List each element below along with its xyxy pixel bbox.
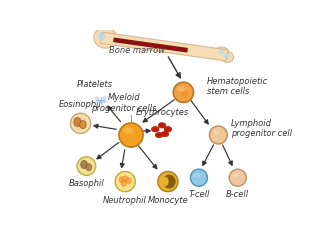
Ellipse shape	[215, 47, 229, 59]
Ellipse shape	[161, 131, 169, 137]
Text: Myeloid
progenitor cells: Myeloid progenitor cells	[92, 93, 157, 113]
Circle shape	[128, 184, 130, 186]
Ellipse shape	[119, 177, 124, 182]
Circle shape	[84, 118, 86, 121]
Circle shape	[124, 185, 126, 187]
Ellipse shape	[158, 123, 166, 128]
Ellipse shape	[218, 50, 224, 55]
Ellipse shape	[213, 130, 220, 134]
Ellipse shape	[232, 173, 239, 177]
Ellipse shape	[121, 181, 126, 186]
Text: Neutrophil: Neutrophil	[103, 196, 147, 205]
Ellipse shape	[221, 52, 234, 62]
Circle shape	[119, 123, 143, 147]
Circle shape	[120, 184, 122, 186]
Circle shape	[209, 126, 227, 144]
Ellipse shape	[157, 134, 161, 136]
Circle shape	[173, 82, 194, 102]
Circle shape	[70, 113, 91, 134]
Ellipse shape	[123, 176, 128, 182]
Ellipse shape	[99, 101, 103, 104]
Circle shape	[190, 169, 207, 186]
Circle shape	[229, 169, 246, 186]
Ellipse shape	[161, 177, 169, 186]
Ellipse shape	[155, 132, 163, 138]
Ellipse shape	[126, 178, 131, 183]
Ellipse shape	[80, 120, 86, 129]
Ellipse shape	[94, 28, 117, 48]
Text: Bone marrow: Bone marrow	[109, 46, 165, 55]
Text: Basophil: Basophil	[68, 179, 104, 188]
Ellipse shape	[103, 100, 106, 103]
Circle shape	[77, 157, 96, 175]
Ellipse shape	[81, 161, 87, 169]
Ellipse shape	[224, 54, 230, 58]
Ellipse shape	[103, 97, 106, 100]
Ellipse shape	[96, 100, 99, 103]
Ellipse shape	[74, 118, 81, 127]
Circle shape	[115, 172, 135, 192]
Ellipse shape	[163, 175, 176, 188]
Text: T-cell: T-cell	[188, 190, 210, 199]
Ellipse shape	[96, 97, 99, 100]
Circle shape	[77, 128, 80, 131]
Ellipse shape	[123, 128, 133, 134]
Text: Lymphoid
progenitor cell: Lymphoid progenitor cell	[231, 118, 292, 138]
FancyBboxPatch shape	[113, 38, 188, 52]
Text: Erythrocytes: Erythrocytes	[135, 108, 189, 117]
Ellipse shape	[181, 91, 188, 97]
Text: Platelets: Platelets	[77, 80, 113, 89]
Ellipse shape	[164, 127, 172, 132]
Ellipse shape	[177, 86, 185, 92]
Ellipse shape	[98, 32, 106, 40]
FancyBboxPatch shape	[100, 32, 228, 61]
Circle shape	[80, 116, 83, 119]
Ellipse shape	[86, 164, 92, 171]
Text: Monocyte: Monocyte	[148, 196, 188, 205]
Text: Eosinophil: Eosinophil	[59, 100, 102, 109]
Ellipse shape	[163, 133, 167, 135]
Ellipse shape	[154, 128, 157, 130]
Circle shape	[158, 172, 178, 192]
Text: B-cell: B-cell	[226, 190, 249, 199]
Ellipse shape	[166, 128, 170, 130]
Text: Hematopoietic
stem cells: Hematopoietic stem cells	[207, 77, 268, 96]
Ellipse shape	[151, 127, 159, 132]
Ellipse shape	[160, 124, 164, 126]
Ellipse shape	[194, 173, 200, 177]
Circle shape	[74, 126, 77, 129]
